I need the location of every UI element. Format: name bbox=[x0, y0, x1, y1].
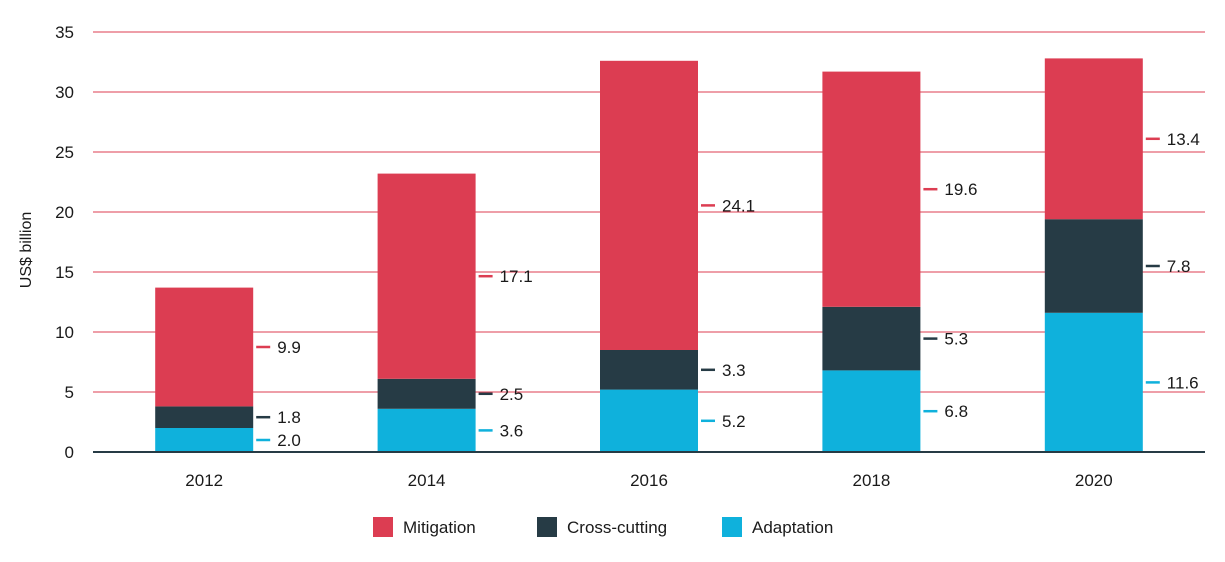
x-tick-label: 2018 bbox=[852, 471, 890, 490]
legend-swatch bbox=[722, 517, 742, 537]
data-label: 5.2 bbox=[722, 412, 746, 431]
bar-segment-adaptation bbox=[377, 408, 476, 452]
data-label: 2.5 bbox=[500, 385, 524, 404]
bar-segment-cross-cutting bbox=[377, 378, 476, 409]
y-tick-label: 20 bbox=[55, 203, 74, 222]
bar-segment-adaptation bbox=[822, 370, 921, 452]
legend-label: Cross-cutting bbox=[567, 518, 667, 537]
legend-item-mitigation: Mitigation bbox=[373, 517, 476, 537]
data-label: 3.3 bbox=[722, 361, 746, 380]
bar-segment-adaptation bbox=[1044, 312, 1143, 452]
legend-swatch bbox=[373, 517, 393, 537]
data-label: 5.3 bbox=[944, 330, 968, 349]
legend-swatch bbox=[537, 517, 557, 537]
x-tick-label: 2020 bbox=[1075, 471, 1113, 490]
x-tick-label: 2012 bbox=[185, 471, 223, 490]
bar-segment-adaptation bbox=[600, 389, 698, 452]
y-tick-label: 15 bbox=[55, 263, 74, 282]
y-axis-ticks: 0 5 10 15 20 25 30 35 bbox=[55, 23, 74, 462]
data-labels: 2.0 1.8 9.9 3.6 2.5 17.1 5.2 3.3 24.1 6.8 5.3 19.6 1… bbox=[256, 130, 1200, 450]
data-label: 24.1 bbox=[722, 196, 755, 215]
bar-segment-cross-cutting bbox=[1044, 219, 1143, 313]
bar-segment-mitigation bbox=[600, 60, 698, 351]
x-tick-label: 2014 bbox=[408, 471, 446, 490]
y-axis-label: US$ billion bbox=[18, 212, 35, 288]
bar-segment-mitigation bbox=[1044, 58, 1143, 220]
bar-segment-mitigation bbox=[377, 173, 476, 379]
legend-label: Adaptation bbox=[752, 518, 833, 537]
x-tick-label: 2016 bbox=[630, 471, 668, 490]
data-label: 17.1 bbox=[500, 267, 533, 286]
y-tick-label: 30 bbox=[55, 83, 74, 102]
y-tick-label: 10 bbox=[55, 323, 74, 342]
y-tick-label: 35 bbox=[55, 23, 74, 42]
bar-segment-adaptation bbox=[155, 428, 254, 452]
bar-segment-cross-cutting bbox=[822, 306, 921, 371]
legend-item-adaptation: Adaptation bbox=[722, 517, 833, 537]
data-label: 11.6 bbox=[1167, 373, 1199, 392]
legend-item-cross-cutting: Cross-cutting bbox=[537, 517, 667, 537]
data-label: 7.8 bbox=[1167, 257, 1191, 276]
data-label: 9.9 bbox=[277, 338, 301, 357]
legend: Mitigation Cross-cutting Adaptation bbox=[373, 517, 833, 537]
legend-label: Mitigation bbox=[403, 518, 476, 537]
bar-segment-mitigation bbox=[155, 287, 254, 407]
bar-segment-cross-cutting bbox=[155, 406, 254, 428]
y-tick-label: 25 bbox=[55, 143, 74, 162]
data-label: 6.8 bbox=[944, 402, 968, 421]
x-axis-ticks: 2012 2014 2016 2018 2020 bbox=[185, 471, 1112, 490]
data-label: 1.8 bbox=[277, 408, 301, 427]
y-tick-label: 0 bbox=[65, 443, 74, 462]
bar-segment-cross-cutting bbox=[600, 350, 698, 390]
data-label: 19.6 bbox=[944, 180, 977, 199]
data-label: 2.0 bbox=[277, 431, 301, 450]
data-label: 13.4 bbox=[1167, 130, 1200, 149]
data-label: 3.6 bbox=[500, 421, 524, 440]
bars bbox=[155, 58, 1143, 452]
bar-segment-mitigation bbox=[822, 71, 921, 307]
y-tick-label: 5 bbox=[65, 383, 74, 402]
